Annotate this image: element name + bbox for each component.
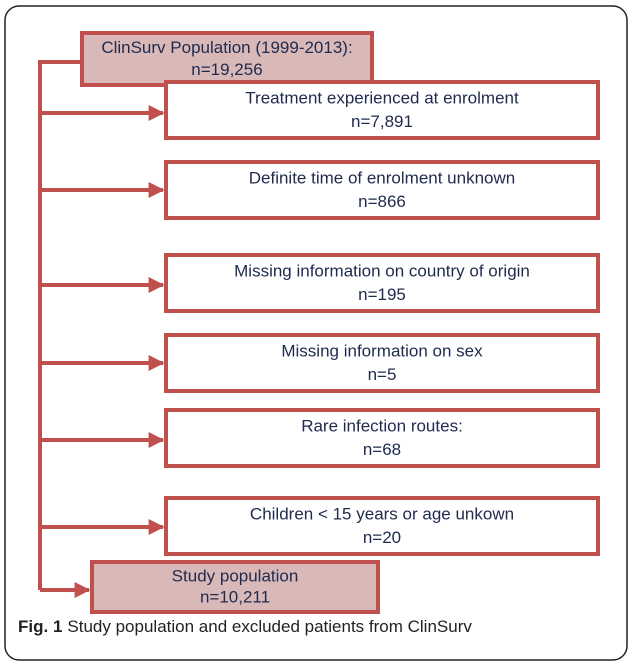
box [164,160,600,220]
box-label: Missing information on sex [281,341,483,360]
box-count: n=10,211 [200,587,270,606]
caption: Fig. 1 Study population and excluded pati… [18,617,472,636]
box-label: Rare infection routes: [301,416,463,435]
caption-text: Study population and excluded patients f… [67,617,472,636]
box [164,253,600,313]
box-label: Treatment experienced at enrolment [245,88,519,107]
box [90,560,380,614]
box [164,496,600,556]
box-label: Definite time of enrolment unknown [249,168,515,187]
box-label: Missing information on country of origin [234,261,530,280]
caption-label: Fig. 1 [18,617,62,636]
box-count: n=7,891 [351,112,413,131]
box-count: n=68 [363,440,401,459]
box [164,333,600,393]
box-count: n=866 [358,192,406,211]
box-count: n=20 [363,528,401,547]
box-count: n=19,256 [191,60,262,79]
box-label: ClinSurv Population (1999-2013): [101,38,352,57]
trunk-line [38,60,82,590]
box-count: n=5 [368,365,397,384]
box [164,80,600,140]
box-count: n=195 [358,285,406,304]
box [164,408,600,468]
frame [4,5,628,661]
box-label: Children < 15 years or age unkown [250,504,514,523]
box-label: Study population [172,566,299,585]
